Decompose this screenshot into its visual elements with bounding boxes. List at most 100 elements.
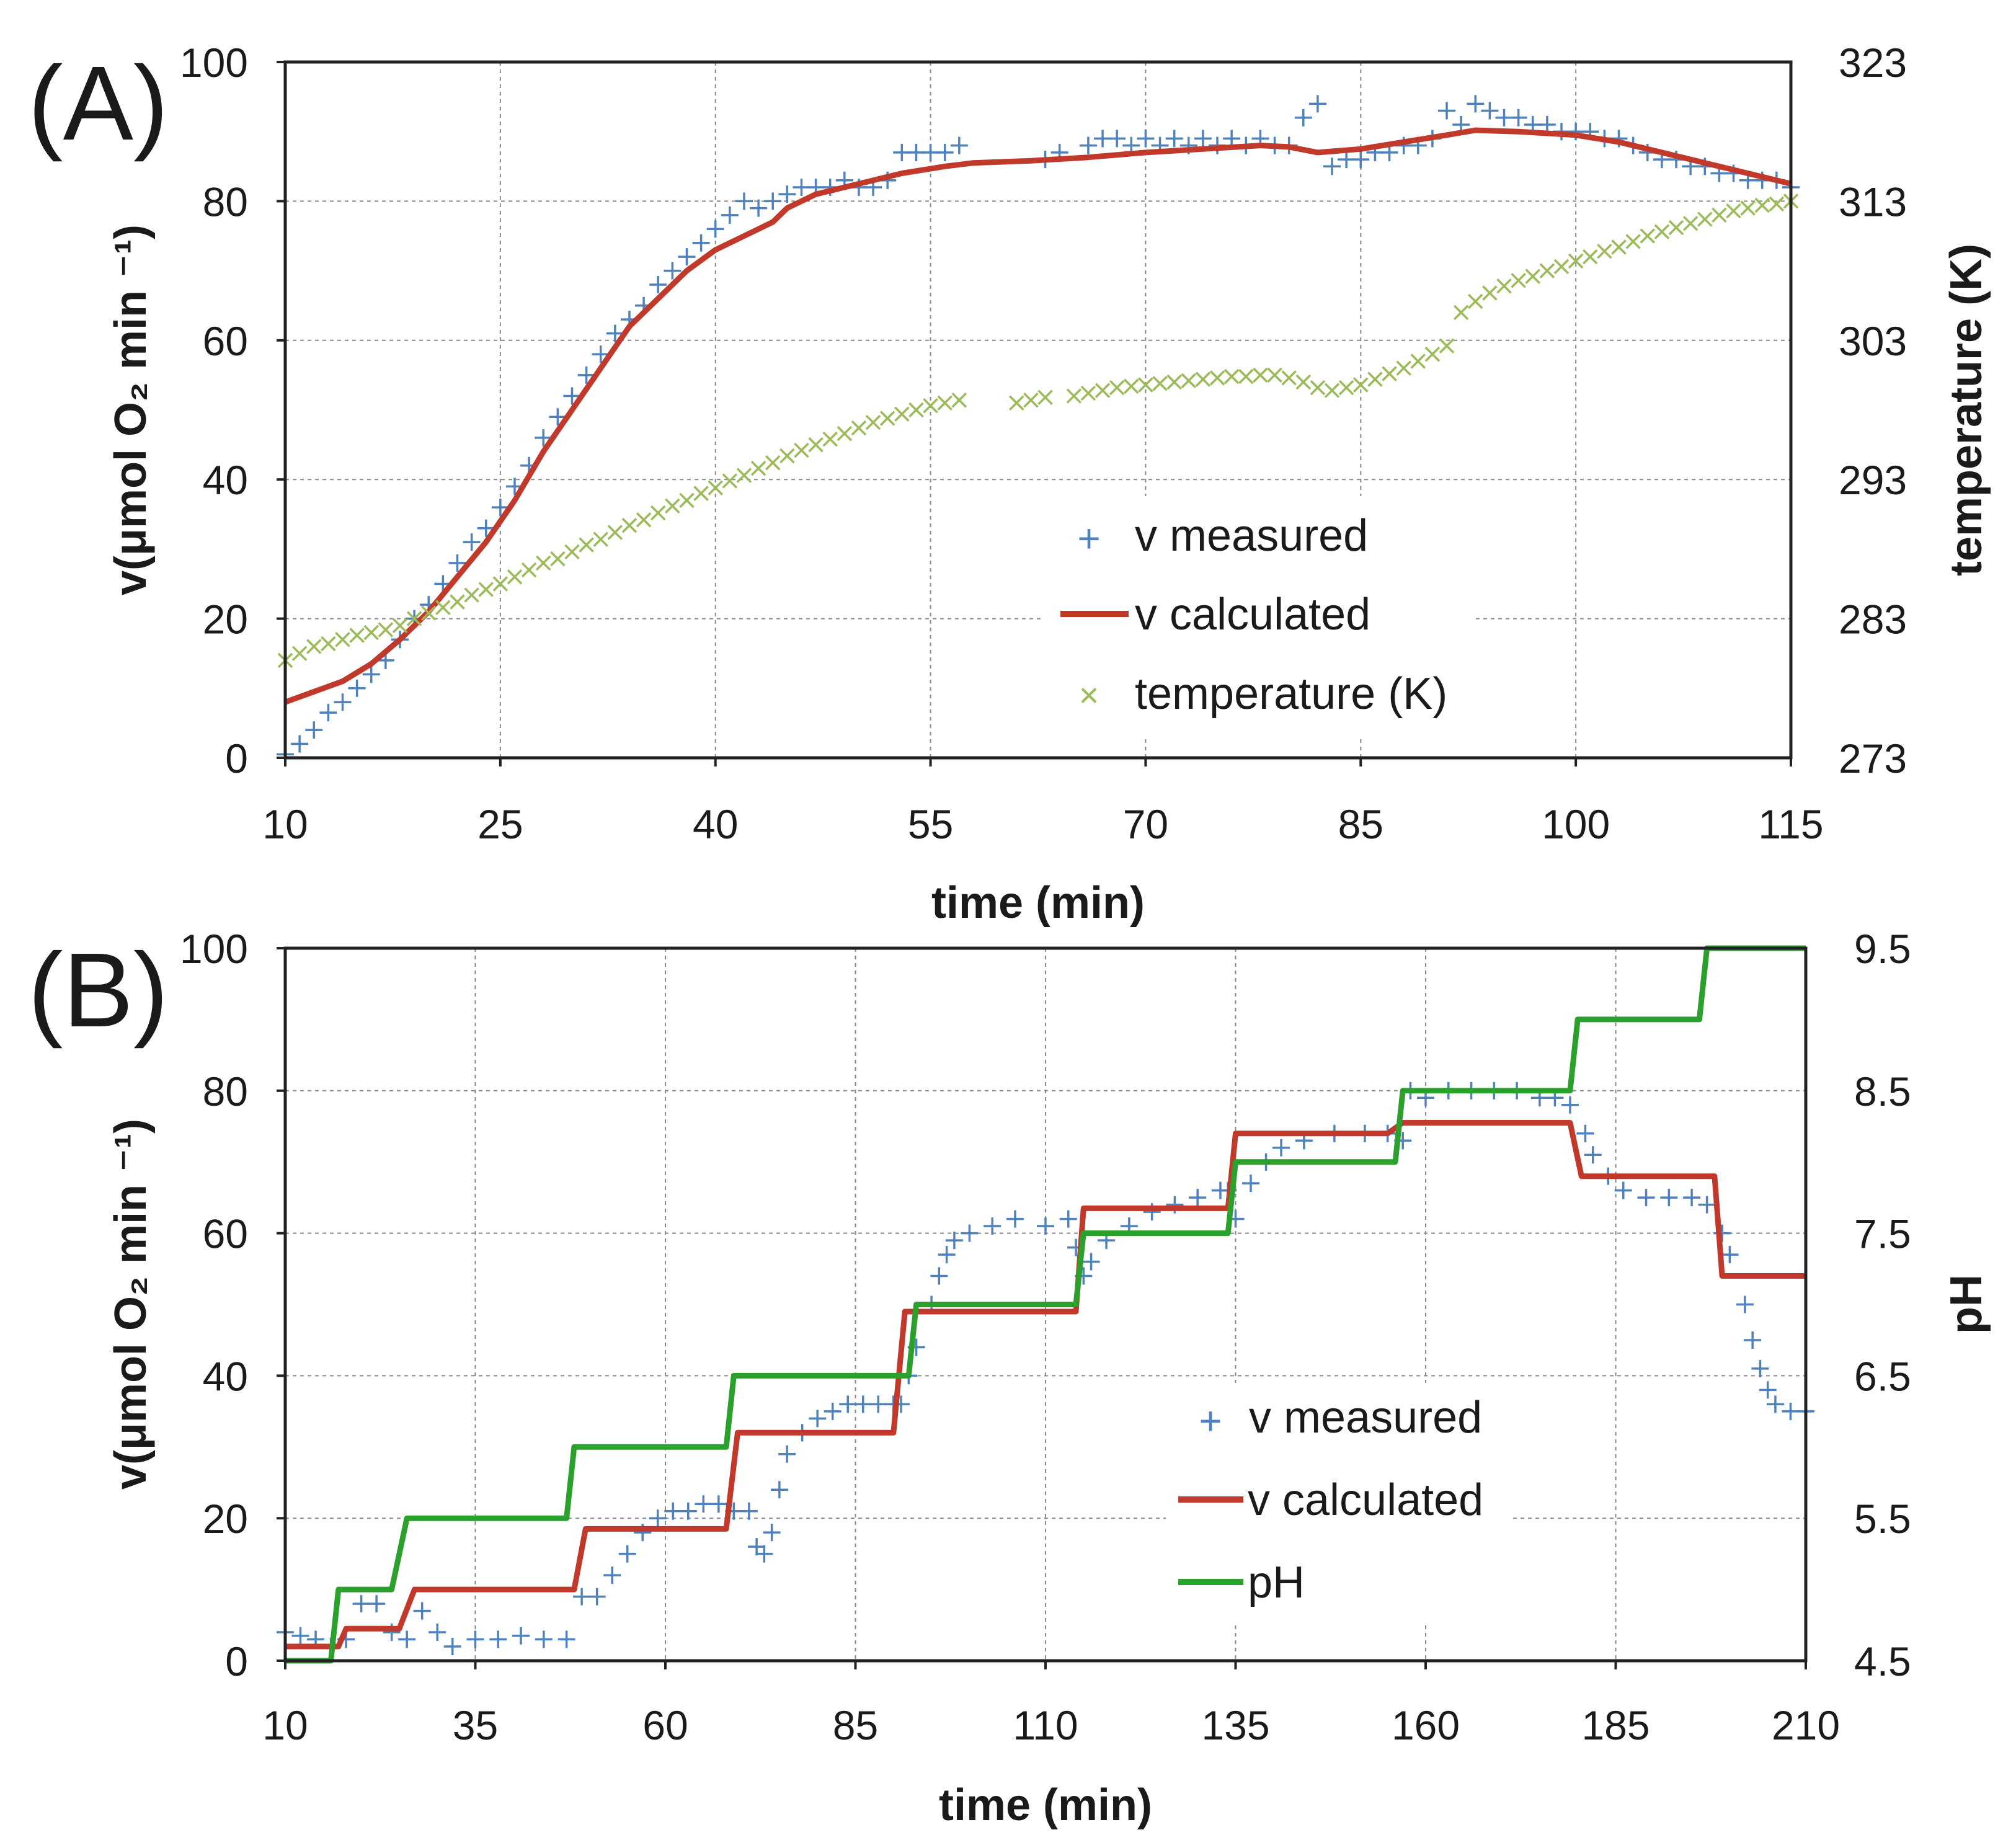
data-point-marker [692, 234, 710, 252]
y-tick-label: 60 [203, 318, 248, 364]
data-point-marker [822, 431, 838, 447]
panel-a-series [277, 95, 1800, 763]
data-point-marker [1238, 368, 1254, 384]
data-point-marker [306, 639, 322, 654]
data-point-marker [839, 1395, 857, 1413]
data-point-marker [1165, 130, 1183, 148]
x-tick-label: 40 [693, 801, 738, 847]
data-point-marker [1294, 109, 1312, 127]
data-point-marker [564, 544, 580, 560]
data-point-marker [937, 395, 952, 411]
data-point-marker [750, 199, 768, 217]
right-y-tick-label: 9.5 [1854, 926, 1911, 972]
data-point-marker [1108, 130, 1126, 148]
data-point-marker [722, 473, 738, 489]
data-point-marker [650, 505, 666, 521]
data-point-marker [961, 1224, 979, 1242]
data-point-marker [735, 192, 753, 210]
x-tick-label: 70 [1123, 801, 1168, 847]
data-point-marker [951, 393, 967, 408]
data-point-marker [1382, 366, 1397, 381]
y-tick-label: 60 [203, 1211, 248, 1257]
data-point-marker [854, 1395, 872, 1413]
data-point-marker [1438, 102, 1456, 120]
data-point-marker [349, 628, 365, 643]
data-point-marker [755, 1545, 773, 1563]
data-point-marker [1769, 196, 1785, 212]
data-point-marker [1338, 380, 1354, 396]
data-point-marker [748, 1538, 766, 1556]
data-point-marker [1637, 1189, 1655, 1207]
panel-a-chart: (A) 10 25 40 55 70 85 100 115 0 20 40 60 80 100 273 283… [28, 40, 1991, 928]
data-point-marker [491, 499, 509, 517]
data-point-marker [809, 1410, 827, 1428]
right-y-tick-label: 7.5 [1854, 1211, 1911, 1257]
panel-a-legend: + v measured v calculated × temperature … [1042, 496, 1476, 738]
data-point-marker [1023, 393, 1039, 408]
x-tick-label: 10 [262, 801, 308, 847]
data-point-marker [930, 1267, 948, 1285]
data-point-marker [1109, 380, 1125, 396]
panel-b-series [277, 945, 1814, 1664]
data-point-marker [392, 618, 408, 634]
data-point-marker [1223, 368, 1240, 384]
data-point-marker [770, 1481, 788, 1499]
data-point-marker [348, 679, 366, 697]
data-point-marker [1568, 253, 1584, 269]
data-point-marker [908, 402, 924, 418]
data-point-marker [1496, 278, 1512, 294]
data-point-marker [879, 411, 895, 426]
data-point-marker [636, 512, 652, 528]
panel-b-legend-v-calculated: v calculated [1248, 1475, 1483, 1525]
panel-b-label: (B) [28, 931, 169, 1049]
data-point-marker [1166, 374, 1182, 390]
data-point-marker [679, 492, 695, 509]
y-tick-label: 100 [180, 40, 248, 86]
legend-marker-cross-icon: × [1079, 675, 1099, 714]
panel-b-y-axis-title: v(μmol O₂ min ⁻¹) [106, 1119, 156, 1490]
data-point-marker [869, 1395, 887, 1413]
data-point-marker [664, 262, 682, 280]
panel-a-legend-temperature: temperature (K) [1135, 669, 1447, 719]
data-point-marker [1037, 389, 1053, 406]
data-point-marker [1583, 249, 1598, 265]
panel-b-x-axis-title: time (min) [939, 1780, 1152, 1830]
series-line-v-calculated [284, 127, 1792, 705]
panel-b-legend: + v measured v calculated pH [1166, 1383, 1513, 1625]
y-tick-label: 80 [203, 1069, 248, 1114]
right-y-tick-label: 8.5 [1854, 1069, 1911, 1114]
data-point-marker [463, 533, 481, 551]
data-point-marker [450, 594, 465, 610]
data-point-marker [1712, 207, 1727, 223]
legend-marker-plus-icon: + [1077, 516, 1100, 561]
y-tick-label: 20 [203, 1496, 248, 1542]
data-point-marker [1759, 1381, 1777, 1399]
data-point-marker [808, 437, 824, 453]
data-point-marker [1137, 130, 1155, 148]
data-point-marker [398, 1630, 416, 1648]
data-point-marker [1209, 370, 1225, 386]
data-point-marker [1267, 367, 1282, 383]
right-y-tick-label: 323 [1839, 40, 1907, 86]
data-point-marker [429, 1624, 446, 1642]
data-point-marker [1095, 383, 1111, 398]
data-point-marker [577, 366, 595, 384]
data-point-marker [368, 1595, 386, 1613]
data-point-marker [706, 220, 724, 238]
data-point-marker [1751, 1359, 1769, 1377]
x-tick-label: 110 [1013, 1702, 1078, 1748]
data-point-marker [1553, 259, 1570, 275]
right-y-tick-label: 6.5 [1854, 1353, 1911, 1399]
legend-marker-plus-icon: + [1199, 1398, 1222, 1443]
data-point-marker [1614, 1181, 1632, 1199]
data-point-marker [851, 420, 867, 436]
data-point-marker [649, 276, 667, 294]
data-point-marker [1481, 102, 1499, 120]
data-point-marker [550, 551, 566, 567]
data-point-marker [695, 1495, 713, 1513]
data-point-marker [1682, 216, 1699, 231]
data-point-marker [478, 582, 494, 597]
y-tick-label: 80 [203, 179, 248, 224]
panel-a-y-axis-title: v(μmol O₂ min ⁻¹) [106, 224, 156, 595]
data-point-marker [984, 1217, 1001, 1235]
